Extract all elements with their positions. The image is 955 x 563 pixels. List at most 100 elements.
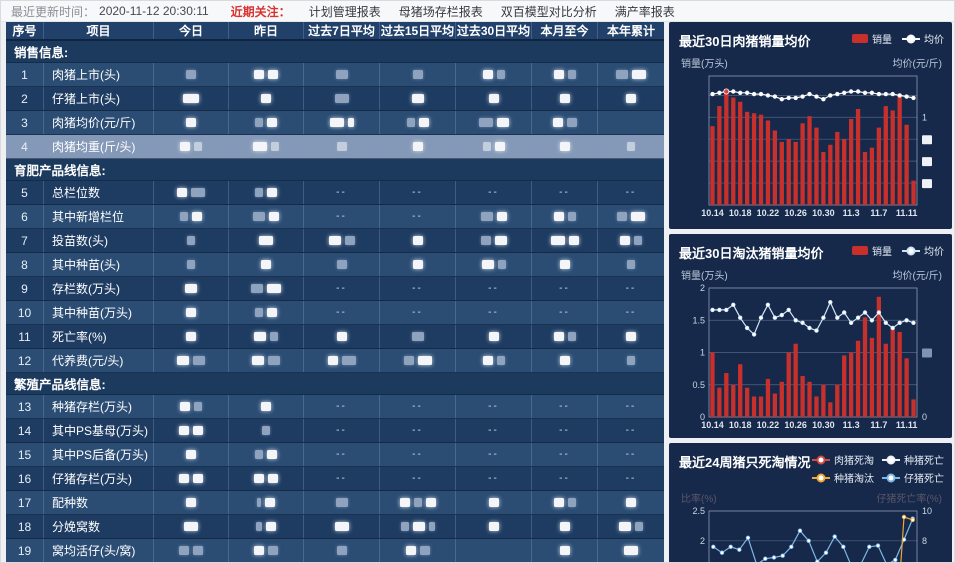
legend-item-均价[interactable]: 均价 — [902, 31, 944, 46]
bar — [890, 110, 895, 205]
link-sow-farm-report[interactable]: 母猪场存栏报表 — [398, 4, 483, 19]
redacted-value — [336, 142, 347, 151]
table-row[interactable]: 8 其中种苗(头) — [6, 253, 664, 277]
link-plan-report[interactable]: 计划管理报表 — [308, 4, 381, 19]
redacted-value — [634, 236, 642, 245]
right-axis-unit: 仔猪死亡率(%) — [876, 494, 942, 505]
table-row[interactable]: 15 其中PS后备(万头) -- -- -- -- -- — [6, 443, 664, 467]
bar — [793, 343, 798, 417]
redacted-value — [399, 498, 410, 507]
table-cell — [532, 349, 598, 372]
redacted-value — [553, 70, 564, 79]
legend-label: 种猪淘汰 — [834, 474, 874, 485]
legend-item-种猪淘汰[interactable]: 种猪淘汰 — [812, 470, 874, 485]
row-label: 代养费(元/头) — [44, 349, 154, 372]
row-index: 12 — [6, 349, 44, 372]
redacted-value — [567, 498, 576, 507]
legend-item-销量[interactable]: 销量 — [852, 243, 892, 258]
table-cell — [229, 87, 304, 110]
data-point — [744, 325, 750, 331]
data-point — [779, 97, 784, 102]
table-row[interactable]: 5 总栏位数 -- -- -- -- -- — [6, 181, 664, 205]
table-row[interactable]: 11 死亡率(%) — [6, 325, 664, 349]
bar — [765, 378, 771, 417]
bar — [869, 147, 875, 205]
table-row[interactable]: 6 其中新增栏位 -- -- — [6, 205, 664, 229]
link-capacity-report[interactable]: 满产率报表 — [614, 4, 675, 19]
redacted-tick — [922, 348, 932, 358]
data-point — [893, 557, 898, 562]
row-label: 肉猪上市(头) — [44, 63, 154, 86]
redacted-value — [482, 142, 491, 151]
bar — [765, 120, 771, 205]
data-point — [772, 315, 778, 320]
redacted-value — [559, 356, 570, 365]
table-row[interactable]: 2 仔猪上市(头) — [6, 87, 664, 111]
row-index: 14 — [6, 419, 44, 442]
data-point — [758, 91, 764, 97]
table-row[interactable]: 9 存栏数(万头) -- -- -- -- -- — [6, 277, 664, 301]
legend-item-销量[interactable]: 销量 — [852, 31, 892, 46]
bar — [876, 127, 882, 205]
data-point — [855, 89, 861, 94]
axis-unit-labels: 比率(%) 仔猪死亡率(%) — [679, 485, 944, 506]
legend-item-仔猪死亡[interactable]: 仔猪死亡 — [882, 470, 944, 485]
table-cell — [154, 325, 229, 348]
table-row[interactable]: 18 分娩窝数 — [6, 515, 664, 539]
redacted-value — [624, 546, 638, 555]
line-swatch-icon — [902, 34, 920, 43]
table-row[interactable]: 12 代养费(元/头) — [6, 349, 664, 373]
redacted-value — [413, 498, 422, 507]
redacted-value — [336, 260, 347, 269]
data-point — [751, 91, 757, 97]
table-cell — [598, 63, 664, 86]
bar — [807, 116, 812, 205]
table-row[interactable]: 13 种猪存栏(万头) -- -- -- -- -- — [6, 395, 664, 419]
table-cell — [229, 395, 304, 418]
bar — [758, 396, 764, 417]
update-time-label: 最近更新时间： — [11, 4, 96, 19]
bar-swatch-icon — [852, 246, 868, 255]
redacted-value — [419, 546, 430, 555]
chart1-plot[interactable]: 1 10.14 10.18 10.22 10.26 10.30 11.3 11.7 11.11 — [679, 71, 944, 221]
column-header: 本年累计 — [606, 24, 655, 38]
link-model-compare[interactable]: 双百模型对比分析 — [500, 4, 597, 19]
redacted-value — [425, 498, 436, 507]
redacted-value — [194, 142, 202, 151]
table-row[interactable]: 19 窝均活仔(头/窝) — [6, 539, 664, 562]
redacted-value — [480, 236, 491, 245]
table-cell — [229, 539, 304, 562]
table-row[interactable]: 7 投苗数(头) — [6, 229, 664, 253]
table-row[interactable]: 10 其中种苗(万头) -- -- -- -- -- — [6, 301, 664, 325]
bar — [772, 130, 778, 205]
redacted-value — [267, 284, 281, 293]
table-cell — [229, 181, 304, 204]
chart3-plot[interactable]: 2.521.510.501086420 — [679, 506, 944, 563]
legend-item-肉猪死淘[interactable]: 肉猪死淘 — [812, 452, 874, 467]
table-cell — [598, 349, 664, 372]
redacted-value — [428, 522, 435, 531]
legend-item-种猪死亡[interactable]: 种猪死亡 — [882, 452, 944, 467]
table-row[interactable]: 4 肉猪均重(斤/头) — [6, 135, 664, 159]
table-cell — [532, 205, 598, 228]
table-cell — [456, 349, 532, 372]
row-label: 种猪存栏(万头) — [44, 395, 154, 418]
table-row[interactable]: 16 仔猪存栏(万头) -- -- -- -- -- — [6, 467, 664, 491]
data-point — [763, 556, 768, 561]
table-row[interactable]: 14 其中PS基母(万头) -- -- -- -- -- — [6, 419, 664, 443]
redacted-value — [406, 118, 415, 127]
table-row[interactable]: 17 配种数 — [6, 491, 664, 515]
table-row[interactable]: 1 肉猪上市(头) — [6, 63, 664, 87]
table-cell — [304, 515, 380, 538]
marker-dot-icon — [886, 455, 896, 464]
data-point — [876, 91, 882, 97]
legend-item-均价[interactable]: 均价 — [902, 243, 944, 258]
chart2-plot[interactable]: 21.510.50 010.14 10.18 10.22 10.26 10.30 11.3 1… — [679, 283, 944, 433]
redacted-value — [559, 260, 570, 269]
table-cell — [380, 515, 456, 538]
table-cell — [154, 111, 229, 134]
table-row[interactable]: 3 肉猪均价(元/斤) — [6, 111, 664, 135]
row-label: 窝均活仔(头/窝) — [44, 539, 154, 562]
table-cell: -- — [456, 395, 532, 418]
table-cell: -- — [532, 301, 598, 324]
